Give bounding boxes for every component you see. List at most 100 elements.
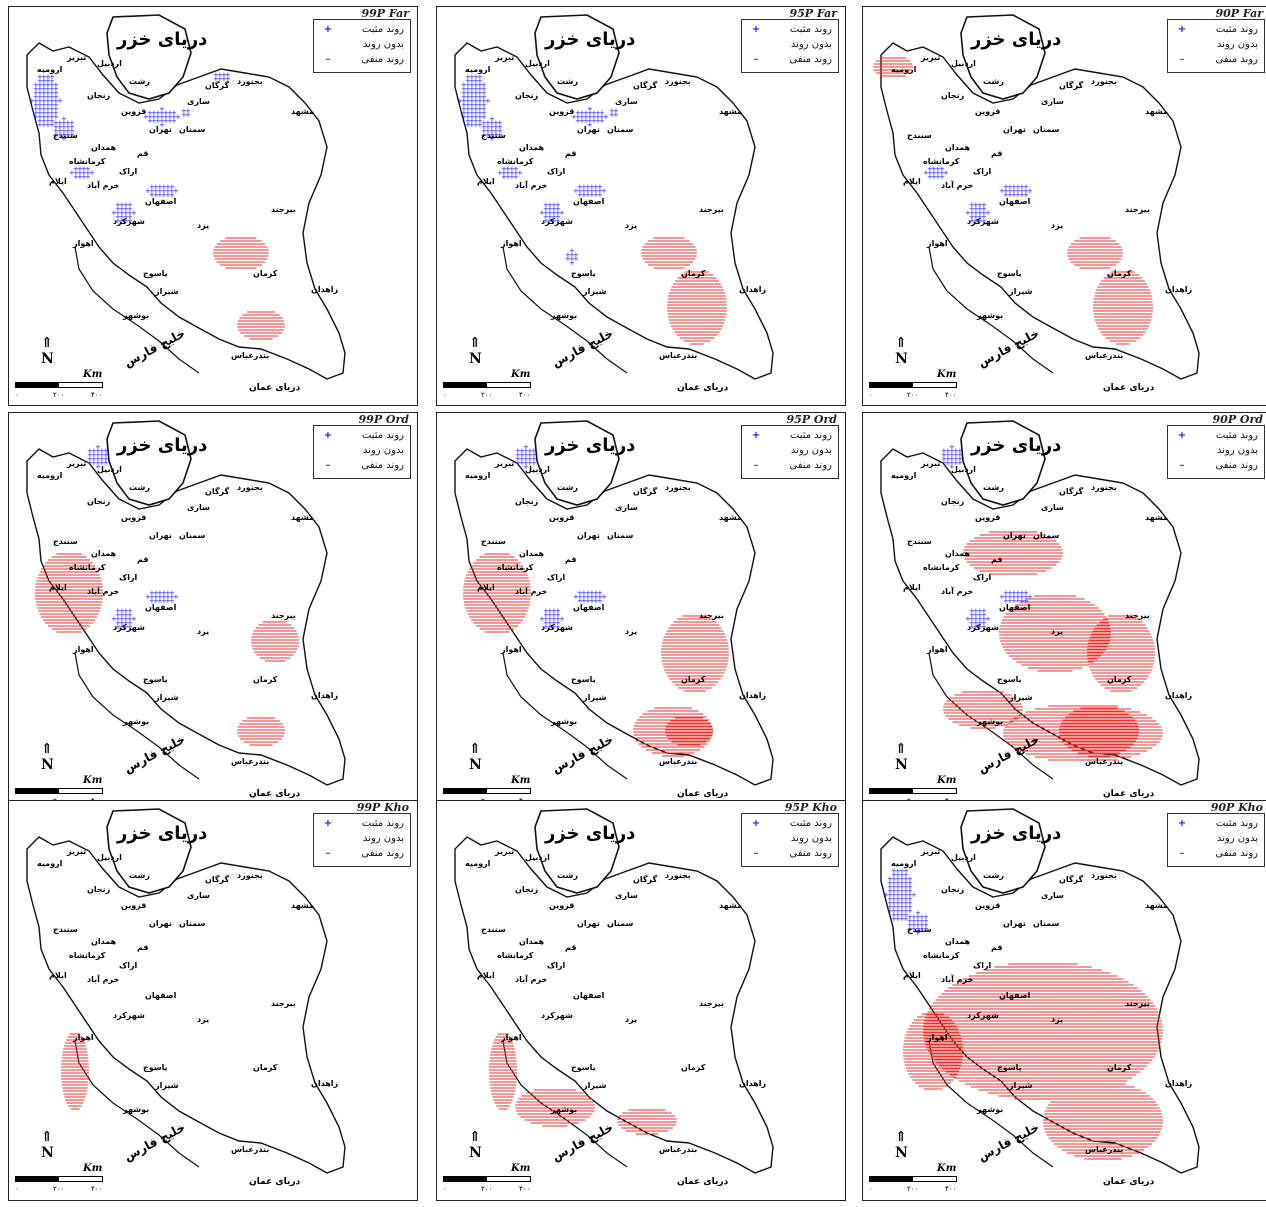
positive-trend-mark: + <box>551 213 557 221</box>
north-arrow-icon: ⇑ N <box>895 1129 908 1161</box>
positive-trend-mark: + <box>1019 593 1025 601</box>
positive-trend-mark: + <box>891 875 897 883</box>
positive-trend-mark: + <box>481 127 487 135</box>
positive-trend-mark: + <box>895 879 901 887</box>
positive-trend-mark: + <box>57 119 63 127</box>
positive-trend-mark: + <box>915 925 921 933</box>
positive-trend-mark: + <box>899 899 905 907</box>
city-label: قم <box>137 149 149 158</box>
positive-trend-mark: + <box>477 121 483 129</box>
city-label: ارومیه <box>891 471 917 480</box>
city-label: قزوین <box>975 513 1001 522</box>
panel-title: 90P Ord <box>1212 413 1263 426</box>
positive-trend-mark: + <box>949 459 955 467</box>
positive-trend-mark: + <box>973 201 979 209</box>
city-label: بجنورد <box>1091 871 1117 880</box>
city-label: سمنان <box>179 919 206 928</box>
city-label: ایلام <box>49 971 67 980</box>
iran-map: ++++++++++++++++++++++++++++++++++++++++… <box>26 420 346 786</box>
positive-trend-mark: + <box>213 71 219 79</box>
positive-trend-mark: + <box>469 113 475 121</box>
positive-trend-mark: + <box>981 201 987 209</box>
positive-trend-mark: + <box>33 101 39 109</box>
positive-trend-mark: + <box>57 131 63 139</box>
positive-trend-mark: + <box>461 93 467 101</box>
city-label: کرمانشاه <box>69 563 106 572</box>
positive-trend-mark: + <box>571 113 577 121</box>
iran-map: ++++++++++++++++++++++++++++++++++++++++… <box>454 14 774 380</box>
positive-trend-mark: + <box>1011 597 1017 605</box>
legend-none: بدون روند <box>746 38 832 52</box>
positive-trend-mark: + <box>513 169 519 177</box>
positive-trend-mark: + <box>547 201 553 209</box>
city-label: شهرکرد <box>967 623 999 632</box>
positive-trend-mark: + <box>501 173 507 181</box>
positive-trend-mark: + <box>81 169 87 177</box>
legend-negative: – روند منفی <box>746 847 833 861</box>
positive-trend-mark: + <box>473 109 479 117</box>
positive-trend-mark: + <box>555 607 561 615</box>
km-label: Km <box>511 369 531 380</box>
city-label: اردبیل <box>97 59 122 68</box>
positive-trend-mark: + <box>53 127 59 135</box>
positive-trend-mark: + <box>41 81 47 89</box>
positive-trend-mark: + <box>45 73 51 81</box>
oman-label: دریای عمان <box>1103 1177 1155 1187</box>
city-label: ارومیه <box>37 859 63 868</box>
positive-trend-mark: + <box>593 187 599 195</box>
scale-tick-200: ۲۰۰ <box>481 1185 493 1193</box>
positive-trend-mark: + <box>127 201 133 209</box>
positive-trend-mark: + <box>907 895 913 903</box>
city-label: بجنورد <box>237 483 263 492</box>
positive-trend-mark: + <box>903 911 909 919</box>
positive-trend-mark: + <box>1007 183 1013 191</box>
positive-trend-mark: + <box>41 97 47 105</box>
positive-trend-mark: + <box>461 89 467 97</box>
positive-trend-mark: + <box>977 619 983 627</box>
positive-trend-mark: + <box>985 209 991 217</box>
positive-trend-mark: + <box>149 191 155 199</box>
positive-trend-mark: + <box>513 165 519 173</box>
positive-trend-mark: + <box>61 131 67 139</box>
scale-tick-200: ۲۰۰ <box>907 1185 919 1193</box>
positive-trend-mark: + <box>161 597 167 605</box>
positive-trend-mark: + <box>217 71 223 79</box>
positive-trend-mark: + <box>899 891 905 899</box>
positive-trend-mark: + <box>473 77 479 85</box>
positive-trend-mark: + <box>37 85 43 93</box>
positive-trend-mark: + <box>519 455 525 463</box>
positive-trend-mark: + <box>37 81 43 89</box>
positive-trend-mark: + <box>145 187 151 195</box>
oman-label: دریای عمان <box>249 383 301 393</box>
city-label: بوشهر <box>551 311 578 320</box>
positive-trend-mark: + <box>45 121 51 129</box>
positive-trend-mark: + <box>49 73 55 81</box>
city-label: سنندج <box>907 925 932 934</box>
positive-trend-mark: + <box>53 97 59 105</box>
positive-trend-mark: + <box>923 925 929 933</box>
positive-trend-mark: + <box>489 115 495 123</box>
positive-trend-mark: + <box>597 589 603 597</box>
positive-trend-mark: + <box>949 455 955 463</box>
positive-trend-mark: + <box>899 895 905 903</box>
legend-positive-label: روند مثبت <box>1215 430 1258 441</box>
map-panel-5: + + + + + + + + + + + + + + + + + + + + + + + + + + + + + + + + + + + + + + + +… <box>862 412 1266 812</box>
positive-trend-mark: + <box>477 81 483 89</box>
positive-trend-mark: + <box>115 615 121 623</box>
positive-trend-mark: + <box>527 447 533 455</box>
positive-trend-mark: + <box>555 615 561 623</box>
positive-trend-mark: + <box>217 75 223 83</box>
positive-trend-mark: + <box>895 871 901 879</box>
city-label: یزد <box>197 221 210 230</box>
positive-trend-mark: + <box>493 131 499 139</box>
minus-icon: – <box>325 848 331 859</box>
scale-bar <box>15 382 103 388</box>
positive-trend-mark: + <box>531 459 537 467</box>
positive-trend-mark: + <box>171 117 177 125</box>
city-label: زنجان <box>515 91 539 100</box>
positive-trend-mark: + <box>543 607 549 615</box>
caspian-sea-shape <box>106 14 192 100</box>
positive-trend-mark: + <box>457 97 463 105</box>
positive-trend-mark: + <box>461 109 467 117</box>
legend: + روند مثبت بدون روند – روند منفی <box>741 425 839 479</box>
